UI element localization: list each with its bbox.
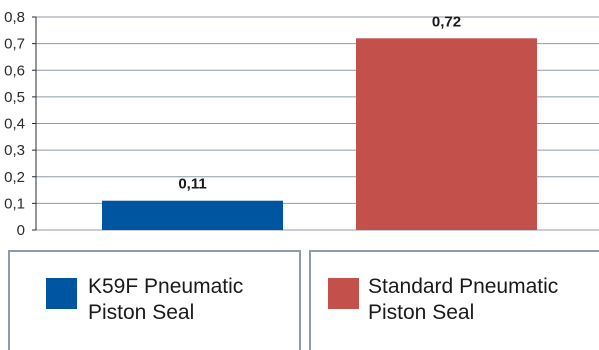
legend-item-standard: Standard Pneumatic Piston Seal [309, 250, 599, 350]
legend-item-k59f: K59F Pneumatic Piston Seal [8, 250, 301, 350]
y-tick-label: 0,3 [4, 142, 25, 159]
legend-label-standard: Standard Pneumatic Piston Seal [368, 274, 558, 326]
gridlines [36, 16, 599, 231]
legend-swatch-k59f [46, 278, 77, 309]
bars [102, 38, 537, 230]
legend-label-line: Standard Pneumatic [368, 275, 559, 298]
y-tick-label: 0,4 [4, 116, 25, 133]
y-tick-label: 0,5 [4, 89, 25, 106]
y-axis: 0 0,1 0,2 0,3 0,4 0,5 0,6 0,7 0,8 [4, 9, 37, 239]
y-tick-label: 0 [17, 222, 25, 239]
data-labels: 0,11 0,72 [178, 13, 461, 192]
legend-swatch-standard [328, 278, 359, 309]
bar [102, 200, 283, 230]
y-tick-label: 0,8 [4, 9, 25, 26]
legend-label-k59f: K59F Pneumatic Piston Seal [88, 274, 243, 326]
bar [356, 38, 537, 230]
legend-label-line: Piston Seal [368, 301, 475, 324]
legend-label-line: K59F Pneumatic [88, 275, 244, 298]
y-tick-label: 0,2 [4, 169, 25, 186]
y-tick-label: 0,6 [4, 62, 25, 79]
bar-chart: 0 0,1 0,2 0,3 0,4 0,5 0,6 0,7 0,8 0,11 0,72 [4, 9, 599, 239]
y-tick-label: 0,1 [4, 195, 25, 212]
y-tick-label: 0,7 [4, 36, 25, 53]
bar-value-label: 0,72 [432, 13, 461, 30]
legend-label-line: Piston Seal [88, 301, 195, 324]
bar-value-label: 0,11 [178, 176, 206, 193]
